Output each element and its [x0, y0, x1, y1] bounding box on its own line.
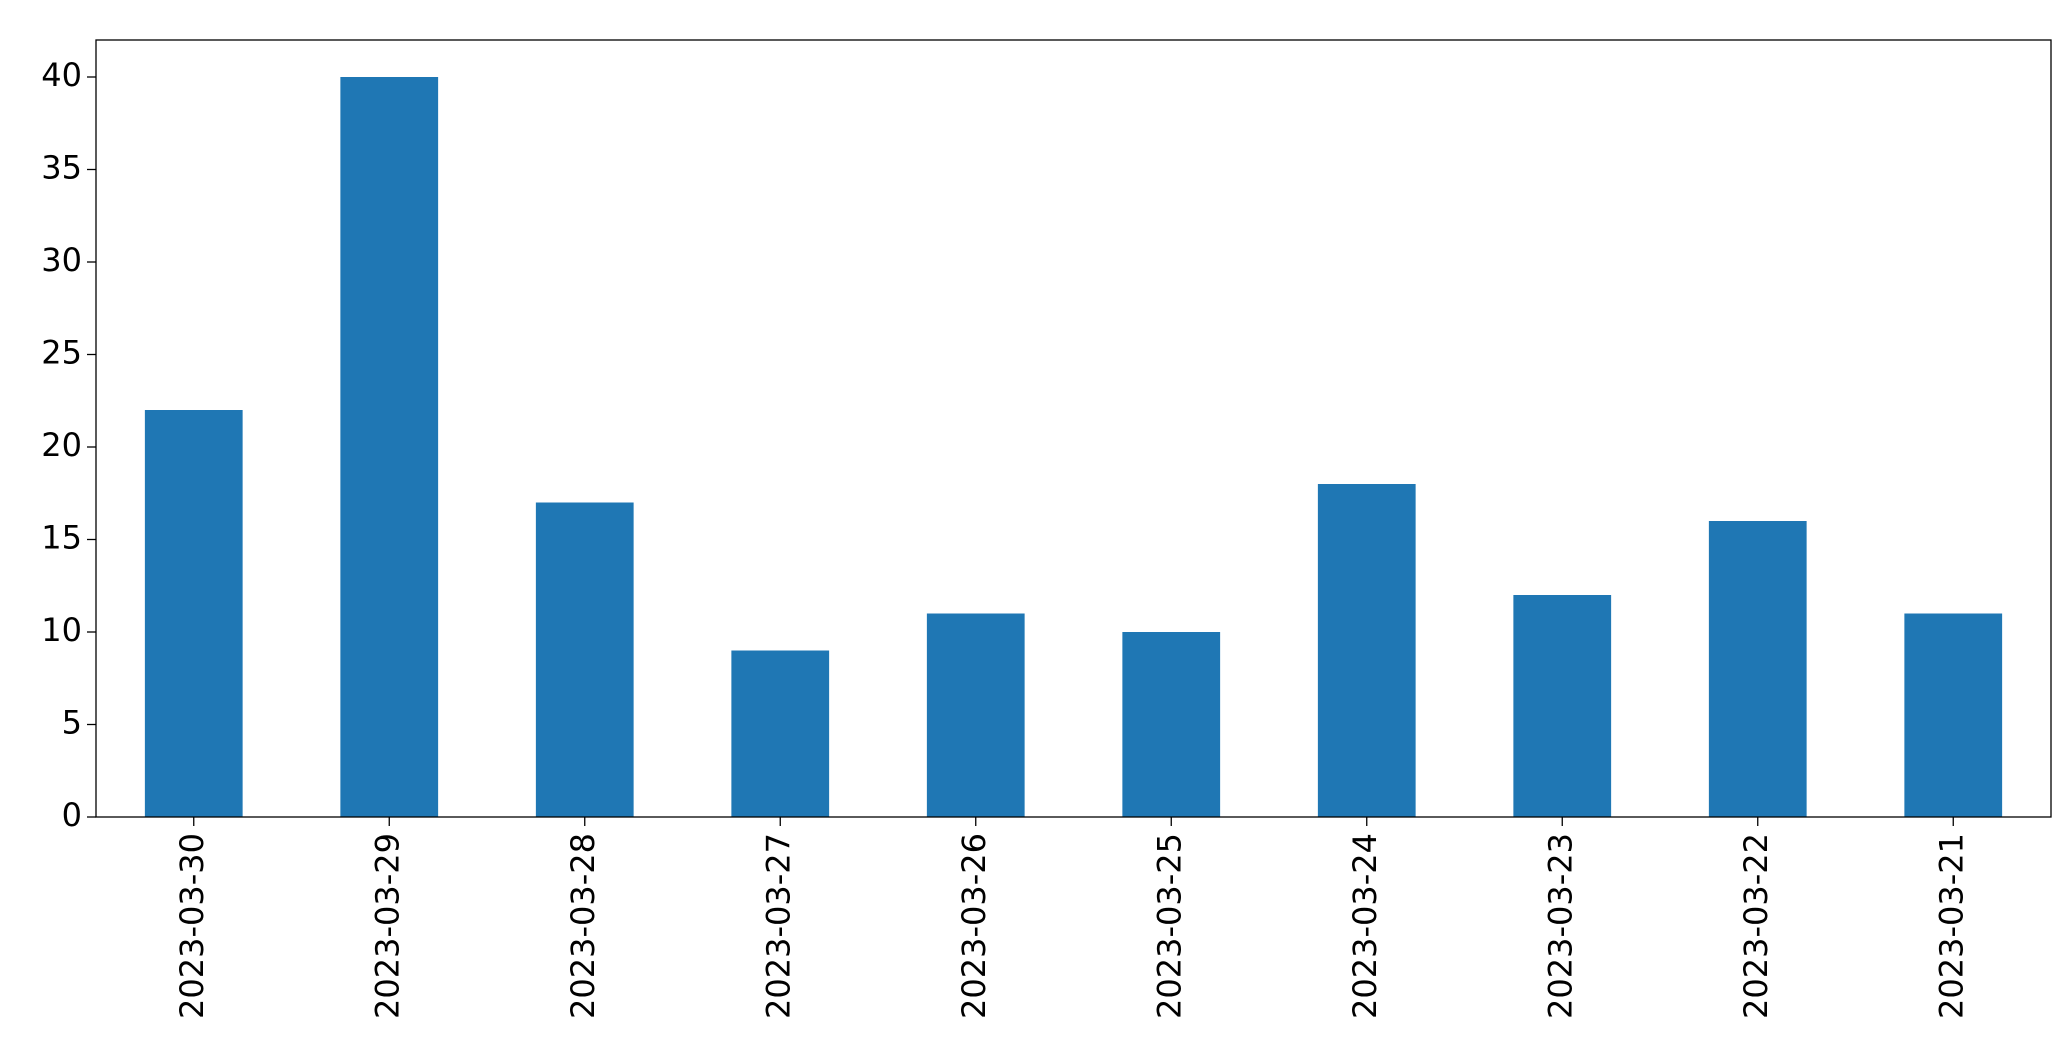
- bar: [731, 650, 830, 817]
- y-tick-label: 25: [41, 334, 82, 372]
- bar: [144, 410, 243, 817]
- x-tick-label: 2023-03-27: [759, 833, 797, 1019]
- x-tick-label: 2023-03-26: [955, 833, 993, 1019]
- x-tick-label: 2023-03-29: [368, 833, 406, 1019]
- bar: [926, 613, 1025, 817]
- y-tick-label: 40: [41, 56, 82, 94]
- bar: [1513, 595, 1612, 817]
- y-tick-label: 15: [41, 519, 82, 557]
- bar: [1317, 484, 1416, 817]
- bar: [340, 77, 439, 817]
- x-tick-label: 2023-03-24: [1346, 833, 1384, 1019]
- bar: [1904, 613, 2003, 817]
- y-tick-label: 35: [41, 149, 82, 187]
- x-tick-label: 2023-03-23: [1541, 833, 1579, 1019]
- x-tick-label: 2023-03-25: [1150, 833, 1188, 1019]
- y-tick-label: 30: [41, 241, 82, 279]
- bar: [1122, 632, 1221, 817]
- y-tick-label: 5: [62, 704, 82, 742]
- y-tick-label: 20: [41, 426, 82, 464]
- x-tick-label: 2023-03-22: [1737, 833, 1775, 1019]
- x-tick-label: 2023-03-30: [173, 833, 211, 1019]
- y-tick-label: 0: [62, 796, 82, 834]
- y-tick-label: 10: [41, 611, 82, 649]
- plot-frame: [95, 39, 2052, 818]
- bar: [535, 502, 634, 817]
- x-tick-label: 2023-03-21: [1932, 833, 1970, 1019]
- x-tick-label: 2023-03-28: [564, 833, 602, 1019]
- bar: [1708, 521, 1807, 817]
